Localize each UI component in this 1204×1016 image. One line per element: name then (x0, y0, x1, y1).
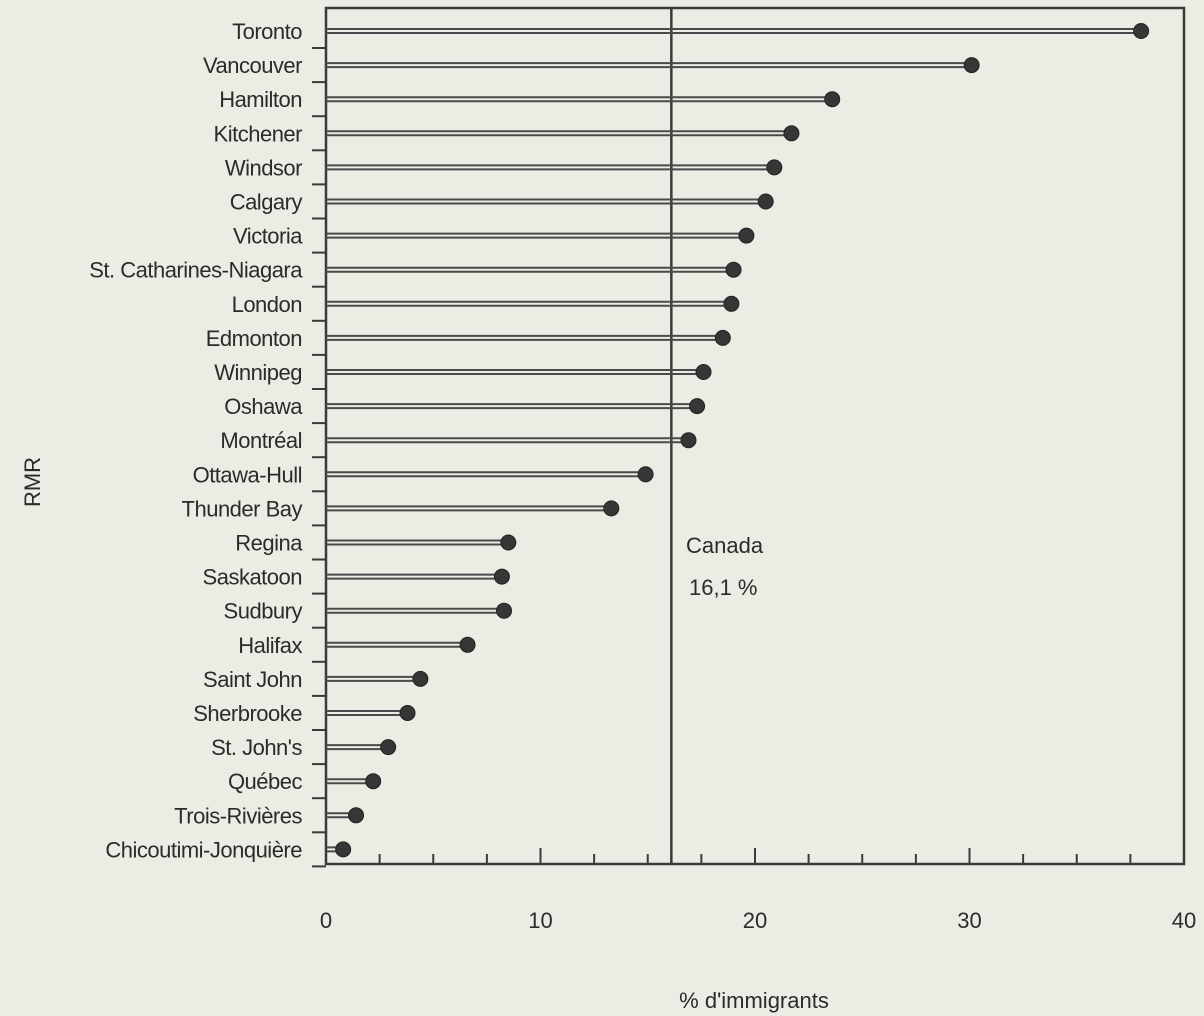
data-point (496, 602, 513, 619)
category-label: Hamilton (219, 87, 302, 112)
category-label: Chicoutimi-Jonquière (105, 837, 302, 862)
data-point (500, 534, 517, 551)
category-label: Trois-Rivières (174, 803, 302, 828)
data-point (637, 466, 654, 483)
x-tick-label: 0 (320, 908, 332, 933)
data-point (689, 398, 706, 415)
reference-line-group: Canada 16,1 % (670, 8, 764, 864)
category-label: Sudbury (224, 599, 303, 624)
category-label: Vancouver (203, 53, 302, 78)
category-label: Edmonton (206, 326, 302, 351)
category-label: Halifax (238, 633, 302, 658)
data-point (680, 432, 697, 449)
y-axis-title: RMR (20, 457, 45, 507)
y-axis-ticks (312, 47, 326, 868)
category-labels: Toronto Vancouver Hamilton Kitchener Windsor… (89, 19, 304, 862)
x-tick-label: 10 (528, 908, 552, 933)
x-axis-ticks: 0 10 20 30 40 (320, 848, 1196, 933)
category-label: Saskatoon (203, 565, 302, 590)
data-point (459, 636, 476, 653)
data-point (757, 193, 774, 210)
plot-frame (324, 6, 1186, 866)
data-point (1133, 23, 1150, 39)
data-point (766, 159, 783, 176)
data-point (603, 500, 620, 517)
category-label: Québec (228, 769, 303, 794)
data-point (695, 364, 712, 380)
dots (335, 23, 1150, 858)
category-label: Sherbrooke (193, 701, 302, 726)
data-point (399, 705, 416, 721)
x-axis-title: % d'immigrants (679, 988, 829, 1013)
category-label: Ottawa-Hull (193, 462, 302, 487)
data-point (380, 739, 397, 756)
data-point (493, 568, 510, 585)
category-label: Victoria (233, 224, 303, 249)
category-label: St. Catharines-Niagara (89, 258, 303, 283)
data-point (725, 261, 742, 278)
reference-line-label: Canada (686, 533, 764, 558)
plot-border (324, 6, 1186, 866)
category-label: Toronto (232, 19, 302, 44)
data-point (412, 670, 429, 687)
data-point (348, 807, 365, 824)
data-point (963, 57, 980, 74)
data-point (714, 329, 731, 346)
category-label: St. John's (211, 735, 302, 760)
category-label: Saint John (203, 667, 302, 692)
x-tick-label: 40 (1172, 908, 1196, 933)
data-point (335, 841, 352, 858)
category-label: Winnipeg (214, 360, 302, 385)
category-label: Windsor (225, 155, 302, 180)
category-label: Montréal (220, 428, 302, 453)
data-point (738, 227, 755, 244)
category-label: Kitchener (214, 121, 303, 146)
category-label: Calgary (230, 190, 303, 215)
reference-line-value: 16,1 % (689, 575, 758, 600)
x-tick-label: 20 (743, 908, 767, 933)
category-label: Regina (235, 531, 303, 556)
category-label: Oshawa (224, 394, 303, 419)
x-tick-label: 30 (957, 908, 981, 933)
data-point (783, 125, 800, 142)
data-point (824, 91, 841, 108)
category-label: Thunder Bay (182, 496, 303, 521)
data-point (365, 773, 382, 790)
data-point (723, 295, 740, 312)
stems (326, 28, 1142, 853)
category-label: London (232, 292, 302, 317)
